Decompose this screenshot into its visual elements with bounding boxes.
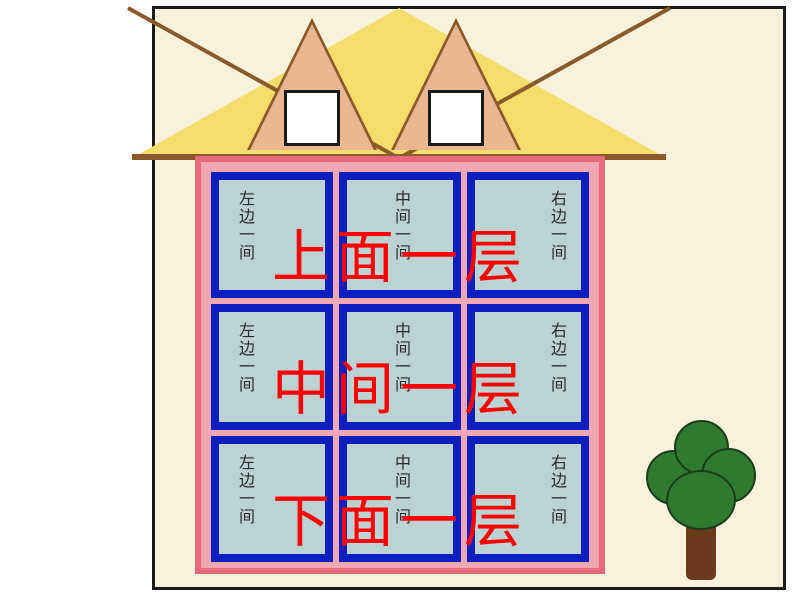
room-middle-right: 右边一间 (467, 304, 589, 430)
room-label: 中间一间 (391, 322, 409, 394)
room-top-middle: 中间一间 (339, 172, 461, 298)
room-label: 右边一间 (547, 190, 565, 262)
room-grid: 左边一间 中间一间 右边一间 左边一间 中间一间 右边一间 左边一间 中间一间 … (211, 172, 589, 562)
room-label: 左边一间 (235, 190, 253, 262)
room-top-left: 左边一间 (211, 172, 333, 298)
room-label: 左边一间 (235, 322, 253, 394)
room-bottom-left: 左边一间 (211, 436, 333, 562)
room-label: 右边一间 (547, 322, 565, 394)
room-label: 中间一间 (391, 454, 409, 526)
room-label: 中间一间 (391, 190, 409, 262)
room-label: 右边一间 (547, 454, 565, 526)
tree-crown (666, 470, 736, 530)
gable-left (250, 24, 374, 150)
gable-right (394, 24, 518, 150)
house-body: 左边一间 中间一间 右边一间 左边一间 中间一间 右边一间 左边一间 中间一间 … (195, 156, 605, 574)
room-middle-middle: 中间一间 (339, 304, 461, 430)
room-bottom-right: 右边一间 (467, 436, 589, 562)
room-middle-left: 左边一间 (211, 304, 333, 430)
room-top-right: 右边一间 (467, 172, 589, 298)
gable-window-right (428, 90, 484, 146)
gable-window-left (284, 90, 340, 146)
room-bottom-middle: 中间一间 (339, 436, 461, 562)
room-label: 左边一间 (235, 454, 253, 526)
tree (646, 390, 756, 580)
